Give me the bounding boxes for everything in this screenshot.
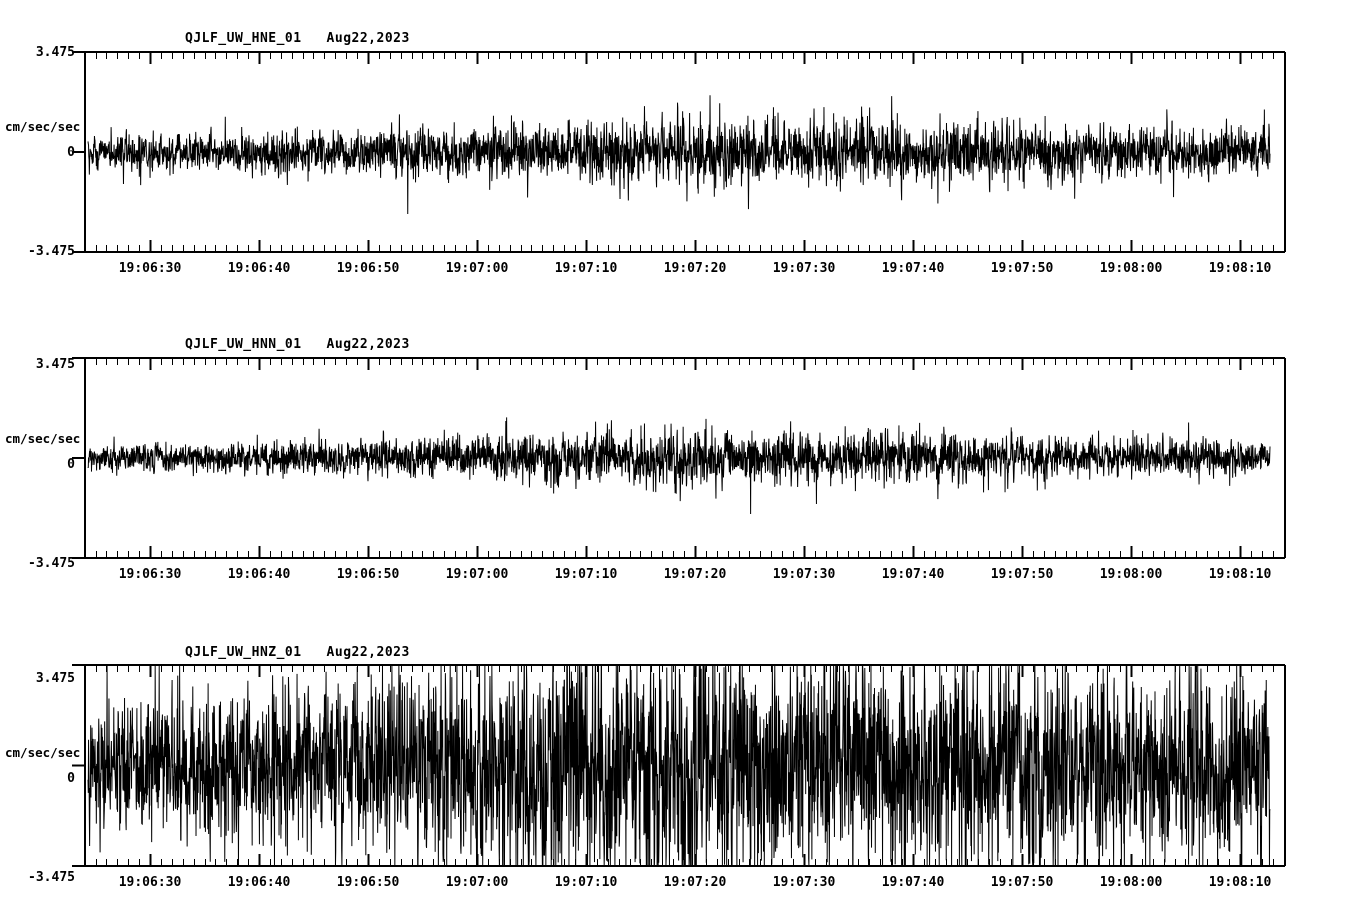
- xtick-label: 19:06:30: [118, 261, 182, 276]
- panel-hne-ytick-zero: 0: [67, 145, 75, 160]
- panel-hnn-title: QJLF_UW_HNN_01 Aug22,2023: [185, 337, 410, 352]
- panel-hnz-ytick-zero: 0: [67, 771, 75, 786]
- xtick-label: 19:07:20: [663, 567, 727, 582]
- xtick-label: 19:06:40: [227, 261, 291, 276]
- xtick-label: 19:06:30: [118, 875, 182, 890]
- xtick-label: 19:08:10: [1208, 875, 1272, 890]
- xtick-label: 19:07:50: [990, 261, 1054, 276]
- xtick-label: 19:07:40: [881, 567, 945, 582]
- panel-hnz-plot: [72, 664, 1286, 867]
- xtick-label: 19:07:20: [663, 875, 727, 890]
- xtick-label: 19:07:30: [772, 875, 836, 890]
- panel-hne-plot: [72, 51, 1286, 253]
- xtick-label: 19:06:30: [118, 567, 182, 582]
- panel-hnn-ytick-max: 3.475: [35, 357, 75, 372]
- xtick-label: 19:06:40: [227, 875, 291, 890]
- panel-hnn-ytick-zero: 0: [67, 457, 75, 472]
- xtick-label: 19:07:00: [445, 261, 509, 276]
- panel-hne-title: QJLF_UW_HNE_01 Aug22,2023: [185, 31, 410, 46]
- panel-hnn: QJLF_UW_HNN_01 Aug22,2023 cm/sec/sec 3.4…: [0, 306, 1358, 616]
- xtick-label: 19:06:50: [336, 875, 400, 890]
- xtick-label: 19:07:50: [990, 567, 1054, 582]
- xtick-label: 19:06:50: [336, 261, 400, 276]
- xtick-label: 19:07:50: [990, 875, 1054, 890]
- xtick-label: 19:07:10: [554, 875, 618, 890]
- xtick-label: 19:07:30: [772, 567, 836, 582]
- xtick-label: 19:06:50: [336, 567, 400, 582]
- panel-hnz-ylabel: cm/sec/sec: [5, 745, 81, 760]
- xtick-label: 19:08:10: [1208, 261, 1272, 276]
- xtick-label: 19:07:00: [445, 567, 509, 582]
- panel-hnz-title: QJLF_UW_HNZ_01 Aug22,2023: [185, 645, 410, 660]
- panel-hne-ylabel: cm/sec/sec: [5, 119, 81, 134]
- xtick-label: 19:08:00: [1099, 875, 1163, 890]
- panel-hne: QJLF_UW_HNE_01 Aug22,2023 cm/sec/sec 3.4…: [0, 0, 1358, 310]
- panel-hnz-ytick-max: 3.475: [35, 671, 75, 686]
- xtick-label: 19:07:20: [663, 261, 727, 276]
- xtick-label: 19:07:30: [772, 261, 836, 276]
- panel-hnn-ylabel: cm/sec/sec: [5, 431, 81, 446]
- panel-hnz-ytick-min: -3.475: [28, 870, 75, 885]
- xtick-label: 19:07:10: [554, 567, 618, 582]
- xtick-label: 19:08:00: [1099, 261, 1163, 276]
- xtick-label: 19:07:40: [881, 261, 945, 276]
- xtick-label: 19:08:10: [1208, 567, 1272, 582]
- xtick-label: 19:07:40: [881, 875, 945, 890]
- panel-hne-ytick-max: 3.475: [35, 45, 75, 60]
- xtick-label: 19:07:00: [445, 875, 509, 890]
- panel-hne-ytick-min: -3.475: [28, 244, 75, 259]
- xtick-label: 19:07:10: [554, 261, 618, 276]
- xtick-label: 19:06:40: [227, 567, 291, 582]
- panel-hnn-plot: [72, 357, 1286, 559]
- panel-hnn-ytick-min: -3.475: [28, 556, 75, 571]
- panel-hnz: QJLF_UW_HNZ_01 Aug22,2023 cm/sec/sec 3.4…: [0, 613, 1358, 924]
- xtick-label: 19:08:00: [1099, 567, 1163, 582]
